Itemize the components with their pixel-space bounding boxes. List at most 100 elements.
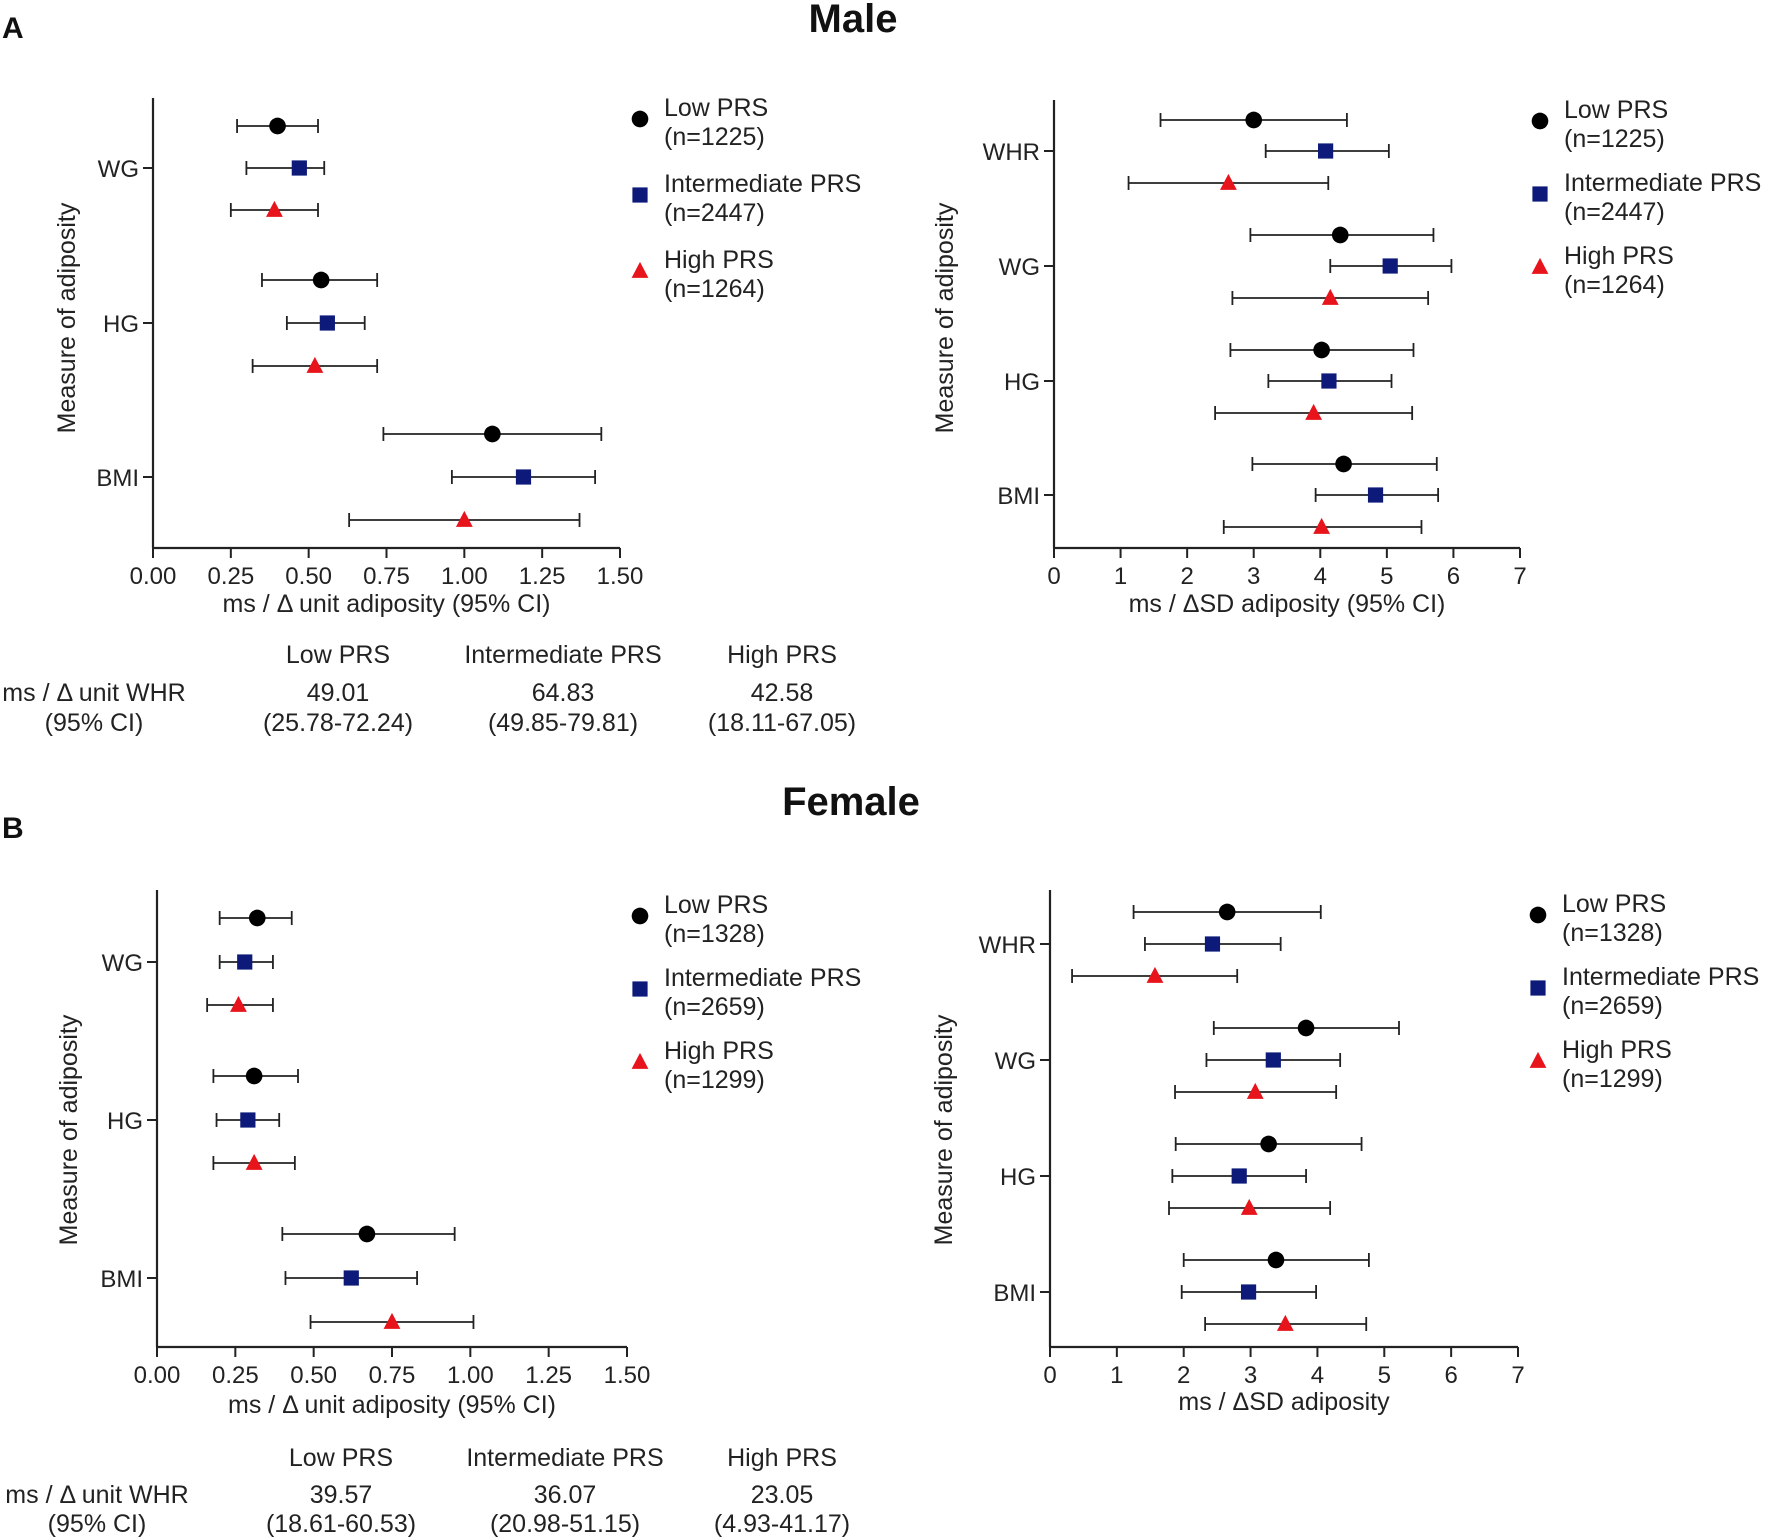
legend-entry: Low PRS(n=1225) (631, 94, 768, 151)
legend-entry: Low PRS(n=1225) (1531, 96, 1668, 153)
x-axis-label: ms / Δ unit adiposity (95% CI) (223, 590, 551, 618)
table-value: 39.57 (309, 1481, 373, 1509)
legend-label: Intermediate PRS (1564, 169, 1761, 197)
circle-marker (1335, 455, 1352, 473)
data-point (245, 160, 326, 176)
circle-marker (358, 1225, 376, 1243)
y-tick-label: BMI (100, 1266, 143, 1293)
forest-plot-2: 0 1 2 3 4 5 6 7 ms / ΔSD adiposity (95% CI) Measu… (931, 96, 1761, 618)
data-point (1222, 517, 1423, 534)
table-ci: (4.93-41.17) (713, 1510, 851, 1538)
legend-n: (n=1264) (664, 275, 765, 303)
x-tick-label: 0.50 (290, 1362, 337, 1389)
x-tick-label: 0.25 (207, 563, 254, 590)
triangle-marker (1313, 517, 1331, 534)
data-point (285, 315, 366, 331)
table-value: 42.58 (750, 679, 814, 707)
table-row-label: (95% CI) (44, 709, 144, 737)
triangle-marker (1240, 1198, 1258, 1215)
circle-marker (269, 117, 286, 135)
circle-marker (312, 271, 330, 289)
data-point (1212, 1019, 1400, 1037)
triangle-marker (455, 510, 473, 527)
x-tick-label: 7 (1511, 1362, 1524, 1389)
x-tick-label: 1 (1110, 1362, 1123, 1389)
data-point (309, 1312, 475, 1329)
forest-plot-3: 0.00 0.25 0.50 0.75 1.00 1.25 1.50 ms / Δ unit … (55, 890, 861, 1419)
triangle-marker (245, 1153, 263, 1170)
data-point (1159, 111, 1348, 129)
data-point (206, 995, 274, 1012)
data-point (1205, 1052, 1342, 1068)
square-marker (1240, 1284, 1257, 1300)
legend-n: (n=2659) (664, 993, 765, 1021)
triangle-marker (1246, 1082, 1264, 1099)
table-ci: (18.11-67.05) (707, 709, 857, 737)
table-ci: (18.61-60.53) (265, 1510, 417, 1538)
triangle-marker (1146, 966, 1164, 983)
table-ci: (20.98-51.15) (489, 1510, 641, 1538)
data-point (281, 1225, 456, 1243)
panel-b-letter: B (2, 812, 24, 845)
data-point (251, 356, 379, 373)
legend-entry: Intermediate PRS(n=2659) (632, 964, 861, 1021)
triangle-marker (1276, 1314, 1294, 1331)
triangle-marker (631, 1052, 649, 1069)
table-header: Intermediate PRS (464, 641, 662, 669)
y-tick-label: BMI (997, 483, 1040, 510)
x-tick-label: 0 (1043, 1362, 1056, 1389)
legend-entry: High PRS(n=1299) (1529, 1036, 1672, 1093)
triangle-marker (230, 995, 247, 1012)
x-tick-label: 3 (1247, 563, 1260, 590)
x-tick-label: 4 (1314, 563, 1327, 590)
circle-marker (484, 425, 501, 443)
square-marker (1231, 1168, 1247, 1184)
legend-label: Intermediate PRS (664, 170, 861, 198)
legend-label: High PRS (664, 246, 774, 274)
table-value: 36.07 (533, 1481, 597, 1509)
legend-entry: High PRS(n=1264) (1531, 242, 1674, 299)
square-marker (632, 981, 648, 997)
circle-marker (248, 909, 266, 927)
x-tick-label: 1 (1114, 563, 1127, 590)
circle-marker (1313, 341, 1330, 359)
data-point (1329, 258, 1453, 274)
charts-layer: 0.00 0.25 0.50 0.75 1.00 1.25 1.50 ms / Δ unit … (53, 94, 1761, 1419)
y-tick-label: WHR (979, 932, 1036, 959)
data-point (1249, 226, 1435, 244)
legend-entry: Low PRS(n=1328) (1529, 890, 1666, 947)
legend-label: Low PRS (1562, 890, 1666, 918)
x-tick-label: 5 (1378, 1362, 1391, 1389)
table-header: High PRS (727, 641, 837, 669)
legend-n: (n=1328) (1562, 919, 1663, 947)
circle-marker (1531, 112, 1549, 130)
x-tick-label: 2 (1177, 1362, 1190, 1389)
legend-n: (n=1264) (1564, 271, 1665, 299)
legend-label: Intermediate PRS (664, 964, 861, 992)
data-point (348, 510, 581, 527)
data-point (1231, 288, 1430, 305)
data-point (1071, 966, 1239, 983)
table-header: High PRS (727, 1444, 837, 1472)
data-point (1267, 373, 1393, 389)
data-point (1229, 341, 1415, 359)
y-tick-label: HG (1000, 1164, 1036, 1191)
square-marker (632, 187, 648, 203)
triangle-marker (1529, 1051, 1547, 1068)
x-tick-label: 1.50 (604, 1362, 651, 1389)
data-point (1144, 936, 1282, 952)
x-tick-label: 2 (1180, 563, 1193, 590)
circle-marker (1529, 906, 1547, 924)
circle-marker (631, 110, 649, 128)
y-axis-label: Measure of adiposity (53, 202, 81, 433)
legend-entry: Low PRS(n=1328) (631, 891, 768, 948)
y-tick-label: WHR (983, 139, 1040, 166)
circle-marker (1267, 1251, 1285, 1269)
legend-n: (n=2659) (1562, 992, 1663, 1020)
x-tick-label: 3 (1244, 1362, 1257, 1389)
legend-n: (n=1225) (1564, 125, 1665, 153)
legend-label: Low PRS (664, 891, 768, 919)
table-row-label: (95% CI) (47, 1510, 147, 1538)
square-marker (291, 160, 307, 176)
